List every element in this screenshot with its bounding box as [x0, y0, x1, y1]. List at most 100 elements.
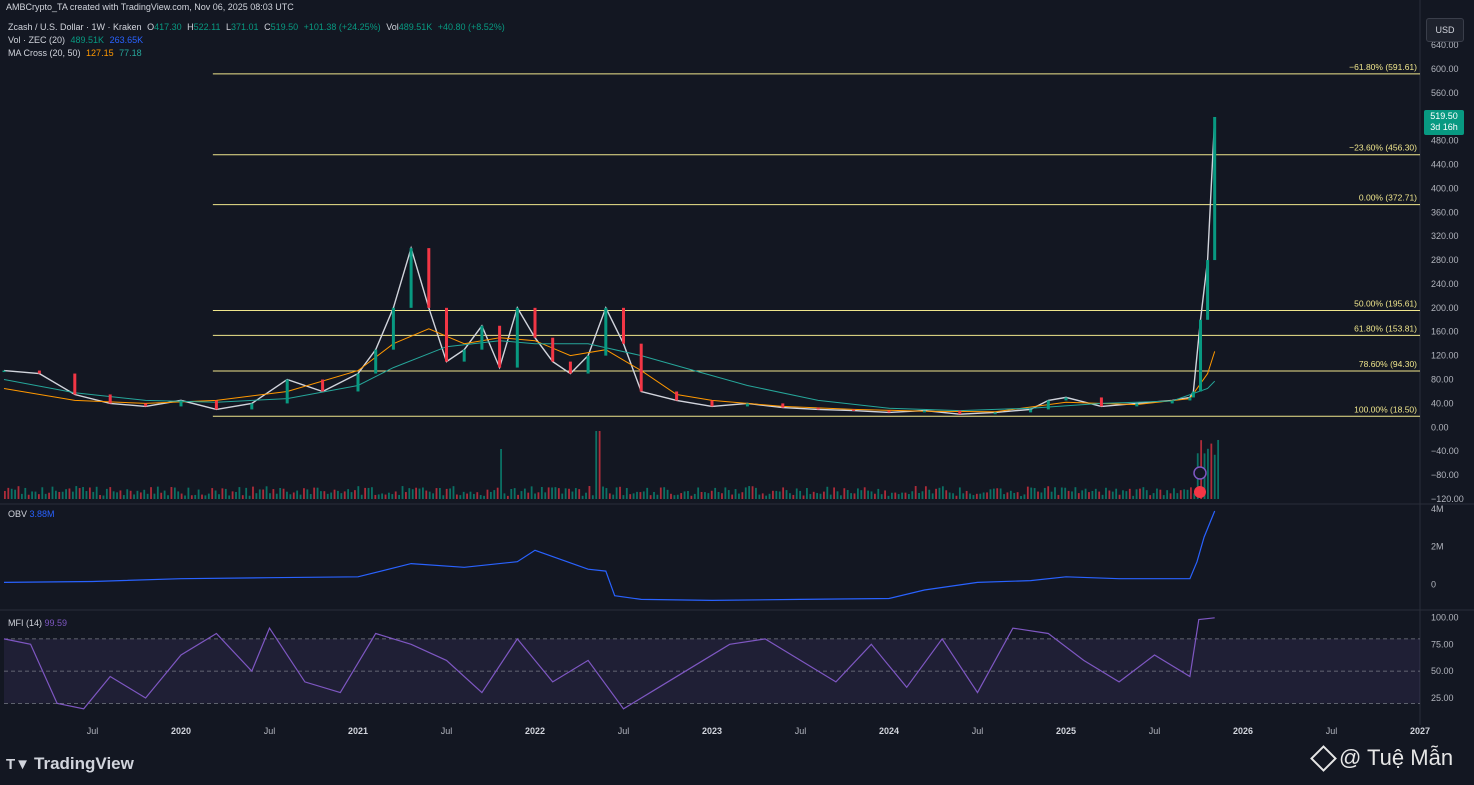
main-legend[interactable]: Zcash / U.S. Dollar · 1W · Kraken O417.3…	[8, 22, 508, 32]
volume-bar	[201, 494, 203, 499]
price-tick-label: 600.00	[1431, 64, 1459, 74]
volume-bar	[391, 494, 394, 499]
volume-bar	[405, 492, 407, 499]
volume-bar	[422, 487, 424, 499]
volume-bar	[642, 491, 645, 499]
volume-bar	[167, 495, 169, 499]
mfi-legend[interactable]: MFI (14) 99.59	[8, 618, 67, 628]
currency-selector[interactable]: USD	[1426, 18, 1464, 42]
price-change: +101.38 (+24.25%)	[303, 22, 381, 32]
volume-bar	[1179, 490, 1182, 499]
volume-bar	[945, 490, 948, 499]
volume-bar	[1162, 495, 1165, 499]
volume-bar	[639, 492, 642, 499]
volume-bar	[537, 492, 540, 499]
volume-bar	[303, 488, 305, 499]
fib-level-label: 61.80% (153.81)	[1354, 323, 1417, 333]
volume-bar	[571, 491, 574, 499]
volume-bar	[51, 486, 54, 499]
volume-bar	[544, 492, 547, 499]
volume-bar	[564, 488, 567, 499]
volume-bar	[880, 494, 883, 499]
brand-name: TradingView	[34, 754, 134, 773]
volume-bar	[1057, 494, 1060, 499]
price-candle	[374, 349, 378, 374]
volume-bar	[581, 495, 584, 499]
volume-bar	[41, 487, 44, 499]
chart-canvas[interactable]: 640.00600.00560.00520.00480.00440.00400.…	[0, 0, 1474, 744]
volume-bar	[955, 495, 958, 499]
obv-legend[interactable]: OBV 3.88M	[8, 509, 55, 519]
volume-bar	[1037, 491, 1039, 499]
price-candle	[604, 307, 608, 356]
volume-bar	[275, 493, 278, 499]
volume-bar	[911, 491, 914, 499]
volume-bar	[109, 487, 112, 499]
price-tick-label: 360.00	[1431, 207, 1459, 217]
time-tick-label: Jul	[87, 726, 99, 736]
volume-bar	[629, 494, 632, 499]
volume-bar	[235, 491, 237, 499]
volume-bar	[707, 493, 710, 499]
volume-bar	[394, 491, 397, 499]
volume-bar	[551, 487, 553, 499]
volume-bar	[734, 489, 737, 499]
volume-bar	[173, 487, 176, 499]
volume-bar	[428, 491, 431, 499]
volume-bar	[58, 491, 61, 499]
volume-bar	[1050, 491, 1053, 499]
volume-bar	[649, 495, 652, 499]
volume-bar	[816, 493, 819, 499]
volume-bar	[921, 491, 924, 499]
price-candle	[356, 373, 360, 392]
volume-bar	[388, 492, 390, 499]
volume-bar	[656, 494, 659, 499]
volume-bar	[931, 493, 934, 499]
volume-bar	[1016, 492, 1019, 499]
volume-bar	[792, 494, 795, 499]
volume-bar	[1047, 486, 1050, 499]
price-candle	[551, 337, 555, 362]
price-candle	[391, 307, 395, 350]
volume-bar	[819, 493, 822, 499]
volume-bar	[663, 487, 666, 499]
volume-bar	[78, 488, 81, 499]
ma-cross-legend[interactable]: MA Cross (20, 50) 127.15 77.18	[8, 48, 145, 58]
price-candle	[852, 409, 856, 411]
volume-bar	[197, 489, 200, 499]
volume-bar	[731, 494, 734, 499]
volume-bar	[71, 491, 74, 499]
ma-cross-label: MA Cross (20, 50)	[8, 48, 81, 58]
volume-bar	[7, 487, 10, 499]
bar-countdown: 3d 16h	[1430, 122, 1458, 132]
volume-bar	[102, 495, 105, 499]
volume-bar	[1006, 492, 1009, 499]
volume-bar	[530, 486, 533, 499]
volume-bar	[207, 493, 210, 499]
price-tick-label: 240.00	[1431, 279, 1459, 289]
fib-level-label: −23.60% (456.30)	[1349, 143, 1417, 153]
volume-bar	[1023, 494, 1026, 499]
obv-line	[3, 510, 1216, 602]
volume-bar	[486, 489, 489, 499]
volume-bar	[241, 495, 244, 499]
price-candle	[993, 412, 997, 415]
volume-bar	[561, 493, 564, 499]
volume-bar	[744, 487, 747, 499]
volume-bar	[54, 490, 57, 499]
volume-bar	[350, 492, 353, 499]
volume-bar	[466, 493, 468, 499]
volume-bar	[343, 491, 346, 499]
volume-bar	[245, 487, 248, 499]
volume-bar	[82, 487, 84, 499]
chart-attribution: AMBCrypto_TA created with TradingView.co…	[6, 2, 294, 12]
obv-tick-label: 4M	[1431, 504, 1444, 514]
volume-legend[interactable]: Vol · ZEC (20) 489.51K 263.65K	[8, 35, 146, 45]
volume-bar	[279, 487, 282, 499]
price-candle	[1213, 116, 1217, 261]
volume-bar	[1166, 490, 1169, 499]
tradingview-logo[interactable]: T▼ TradingView	[6, 754, 134, 774]
time-tick-label: 2021	[348, 726, 368, 736]
mfi-line	[3, 617, 1215, 710]
time-tick-label: Jul	[1326, 726, 1338, 736]
